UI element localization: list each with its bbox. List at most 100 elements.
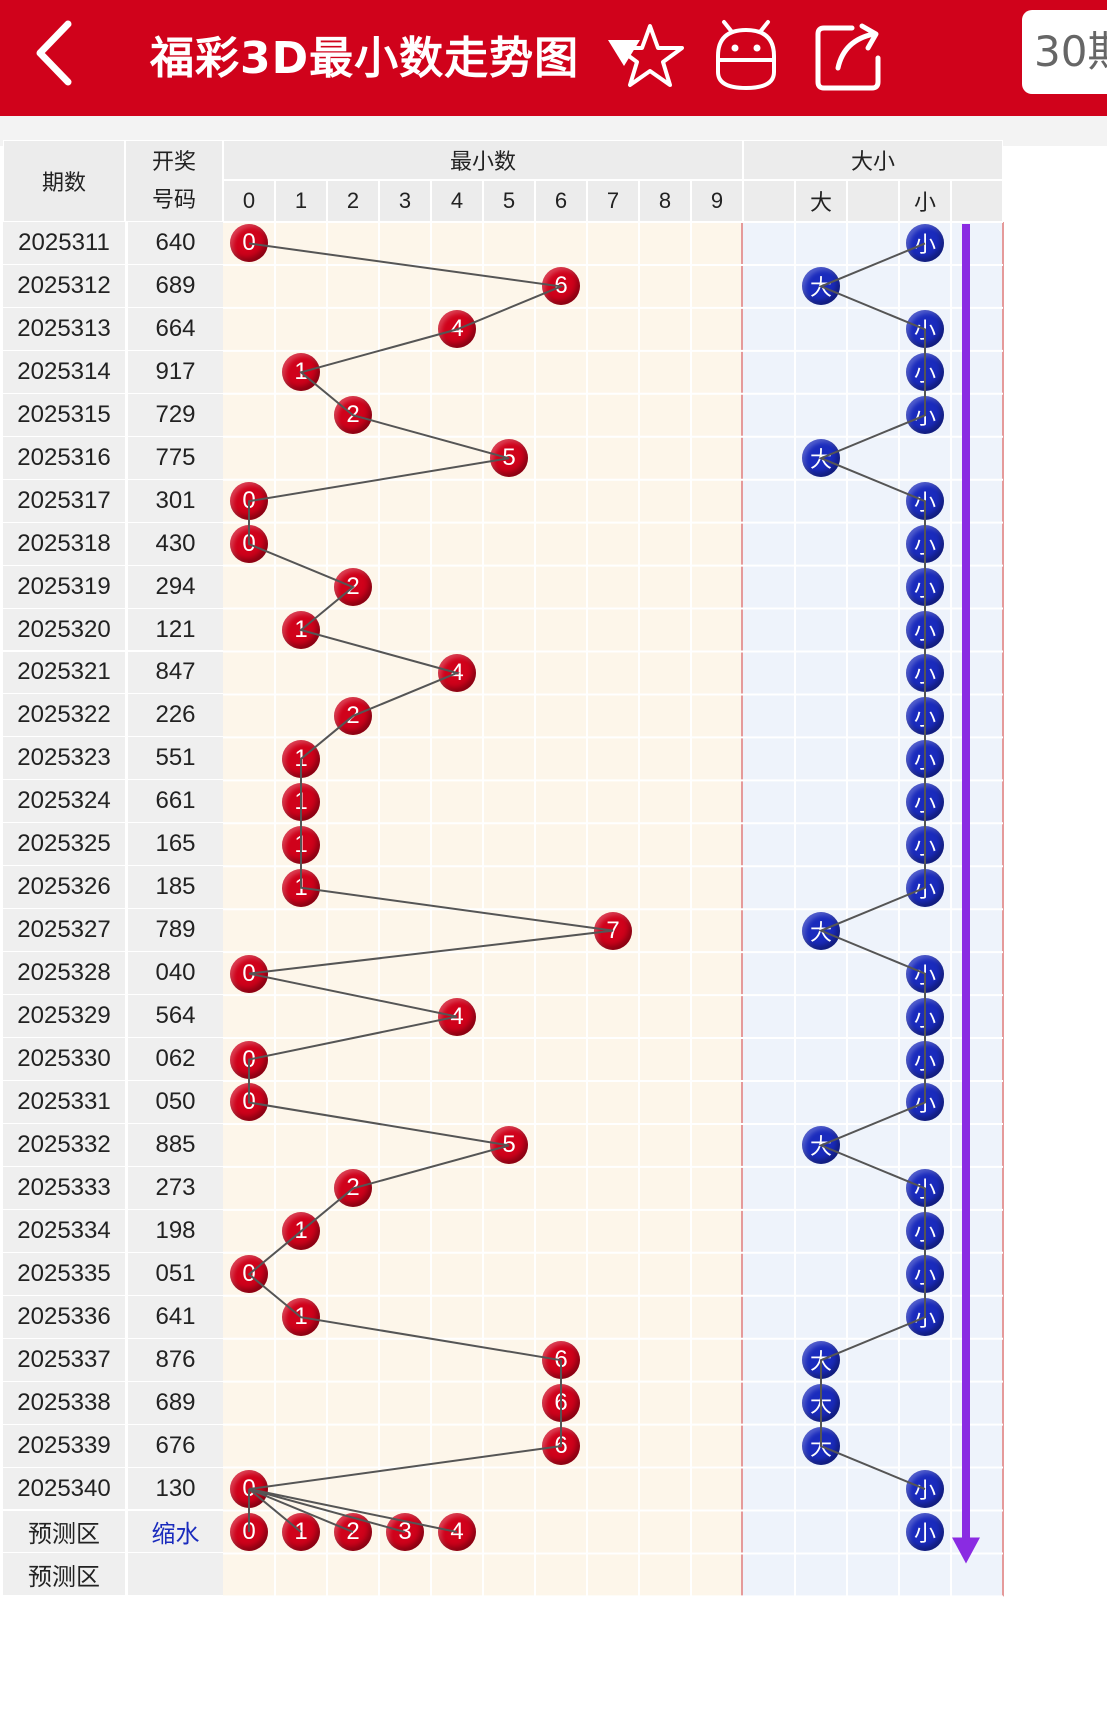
predict-ball[interactable]: 4: [438, 1512, 476, 1551]
draw-number-cell: 130: [125, 1467, 223, 1511]
draw-number-cell: 294: [125, 565, 223, 609]
omission-cell: 4: [502, 616, 516, 644]
omission-cell: 2: [346, 787, 360, 815]
omission-cell: 6: [346, 959, 360, 987]
min-digit-ball: 4: [438, 310, 476, 349]
omission-cell: 8: [398, 229, 412, 257]
min-digit-ball: 1: [282, 353, 320, 392]
omission-cell: 7: [242, 830, 256, 858]
size-omission-cell: 2: [918, 1389, 932, 1417]
draw-number-cell: 551: [125, 737, 223, 781]
omission-cell: 6: [450, 916, 464, 944]
omission-cell: 2: [450, 401, 464, 429]
page-title[interactable]: 福彩3D最小数走势图: [150, 33, 580, 84]
omission-cell: 2: [346, 487, 360, 515]
omission-cell: 7: [450, 1303, 464, 1331]
header-numbers: 开奖 号码: [125, 140, 223, 222]
small-ball: 小: [906, 739, 944, 778]
period-cell: 2025321: [3, 651, 125, 695]
omission-cell: 2137: [700, 1179, 734, 1197]
omission-cell: 8: [502, 1475, 516, 1503]
min-digit-ball: 1: [282, 825, 320, 864]
min-digit-ball: 0: [230, 1040, 268, 1079]
omission-cell: 6: [346, 1432, 360, 1460]
size-omission-cell: 1: [918, 1346, 932, 1374]
period-select-button[interactable]: 30期: [1022, 10, 1107, 94]
draw-number-cell: 273: [125, 1166, 223, 1210]
predict-ball[interactable]: 3: [386, 1512, 424, 1551]
omission-cell: 2119: [700, 406, 734, 424]
predict-ball[interactable]: 1: [282, 1512, 320, 1551]
period-cell: 2025332: [3, 1123, 125, 1167]
min-digit-ball: 0: [230, 482, 268, 521]
min-digit-ball: 0: [230, 224, 268, 263]
draw-number-cell: 676: [125, 1424, 223, 1468]
omission-cell: 1: [242, 573, 256, 601]
star-icon[interactable]: [612, 18, 688, 94]
omission-cell: 5: [450, 530, 464, 558]
header-min-digit: 7: [587, 180, 639, 222]
omission-cell: 4: [450, 272, 464, 300]
omission-cell: 4: [294, 1045, 308, 1073]
omission-cell: 10: [443, 1432, 471, 1460]
omission-cell: 17: [339, 272, 367, 300]
omission-cell: 23: [391, 873, 419, 901]
omission-cell: 2122: [700, 535, 734, 553]
period-cell: 2025320: [3, 608, 125, 652]
omission-cell: 127: [652, 836, 678, 854]
omission-cell: 3: [242, 658, 256, 686]
omission-cell: 2126: [700, 707, 734, 725]
size-omission-cell: 1: [918, 916, 932, 944]
draw-number-cell: 729: [125, 393, 223, 437]
omission-cell: 1: [450, 701, 464, 729]
size-omission-cell: 5: [814, 658, 828, 686]
share-icon[interactable]: [812, 18, 888, 94]
big-ball: 大: [802, 1126, 840, 1165]
size-omission-cell: 2: [814, 1002, 828, 1030]
omission-cell: 142: [652, 1480, 678, 1498]
predict-size-ball[interactable]: 小: [906, 1512, 944, 1551]
omission-cell: 10: [495, 229, 523, 257]
back-arrow-icon[interactable]: [30, 18, 90, 88]
predict-ball[interactable]: 0: [230, 1512, 268, 1551]
shrink-link[interactable]: 缩水: [125, 1510, 223, 1554]
omission-cell: 22: [391, 830, 419, 858]
omission-cell: 7: [450, 616, 464, 644]
header-min-digit: 6: [535, 180, 587, 222]
omission-cell: 134: [652, 1136, 678, 1154]
omission-cell: 3: [242, 1217, 256, 1245]
draw-number-cell: 689: [125, 264, 223, 308]
draw-number-cell: 885: [125, 1123, 223, 1167]
omission-cell: 129: [652, 922, 678, 940]
period-cell: 2025317: [3, 479, 125, 523]
omission-cell: 30: [391, 1174, 419, 1202]
omission-cell: 2: [294, 959, 308, 987]
omission-cell: 37: [599, 530, 627, 558]
omission-cell: 15: [547, 916, 575, 944]
period-cell: 2025336: [3, 1295, 125, 1339]
omission-cell: 118: [653, 449, 677, 467]
omission-cell: 1: [346, 1217, 360, 1245]
period-cell: 2025315: [3, 393, 125, 437]
omission-cell: 4: [294, 530, 308, 558]
period-cell: 2025323: [3, 737, 125, 781]
period-cell: 2025312: [3, 264, 125, 308]
omission-cell: 3: [450, 787, 464, 815]
size-omission-cell: 8: [814, 787, 828, 815]
omission-cell: 15: [391, 530, 419, 558]
omission-cell: 36: [391, 1432, 419, 1460]
omission-cell: 33: [391, 1303, 419, 1331]
small-ball: 小: [906, 954, 944, 993]
robot-icon[interactable]: [708, 18, 784, 94]
omission-cell: 9: [606, 1303, 620, 1331]
size-omission-cell: 4: [814, 616, 828, 644]
omission-cell: 1: [450, 1045, 464, 1073]
omission-cell: 7: [606, 1217, 620, 1245]
predict-ball[interactable]: 2: [334, 1512, 372, 1551]
omission-cell: 35: [391, 1389, 419, 1417]
min-digit-ball: 1: [282, 1212, 320, 1251]
omission-cell: 6: [502, 701, 516, 729]
draw-number-cell: 917: [125, 350, 223, 394]
header-min-digit: 3: [379, 180, 431, 222]
small-ball: 小: [906, 525, 944, 564]
